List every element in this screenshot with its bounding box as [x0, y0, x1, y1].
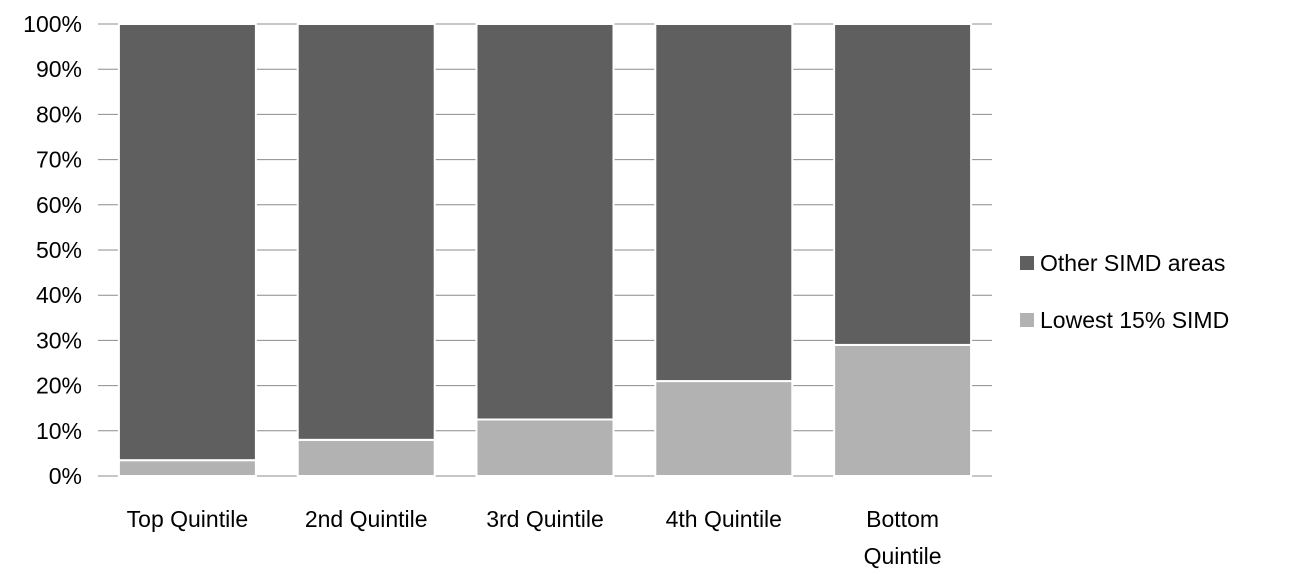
bar-segment	[117, 23, 257, 462]
x-axis-category-labels: Top Quintile 2nd Quintile 3rd Quintile 4th …	[127, 506, 942, 569]
bar-segment	[833, 23, 973, 346]
y-tick-label: 70%	[36, 147, 82, 173]
x-category-label: Bottom	[866, 506, 939, 532]
legend-swatch	[1020, 256, 1034, 270]
y-tick-label: 40%	[36, 282, 82, 308]
bar-segment	[475, 23, 615, 421]
y-tick-label: 20%	[36, 373, 82, 399]
x-category-label: 4th Quintile	[666, 506, 782, 532]
y-axis-tick-labels: 0% 10% 20% 30% 40% 50% 60% 70% 80% 90% 100%	[23, 11, 82, 489]
x-category-label: Top Quintile	[127, 506, 248, 532]
y-tick-label: 100%	[23, 11, 82, 37]
bars	[117, 23, 973, 478]
bar-segment	[475, 418, 615, 477]
y-tick-label: 60%	[36, 192, 82, 218]
y-tick-label: 0%	[49, 463, 82, 489]
y-tick-label: 10%	[36, 418, 82, 444]
x-category-label: 3rd Quintile	[486, 506, 604, 532]
legend: Other SIMD areas Lowest 15% SIMD	[1020, 250, 1229, 333]
legend-label: Other SIMD areas	[1040, 250, 1225, 276]
bar-segment	[654, 380, 794, 477]
x-category-label: 2nd Quintile	[305, 506, 428, 532]
y-tick-label: 50%	[36, 237, 82, 263]
bar-segment	[296, 438, 436, 477]
bar-segment	[296, 23, 436, 441]
bar-segment	[654, 23, 794, 383]
legend-label: Lowest 15% SIMD	[1040, 307, 1229, 333]
y-tick-label: 30%	[36, 327, 82, 353]
bar-segment	[117, 459, 257, 477]
legend-swatch	[1020, 313, 1034, 327]
y-tick-label: 90%	[36, 56, 82, 82]
bar-segment	[833, 343, 973, 478]
y-tick-label: 80%	[36, 101, 82, 127]
x-category-label: Quintile	[864, 543, 942, 569]
